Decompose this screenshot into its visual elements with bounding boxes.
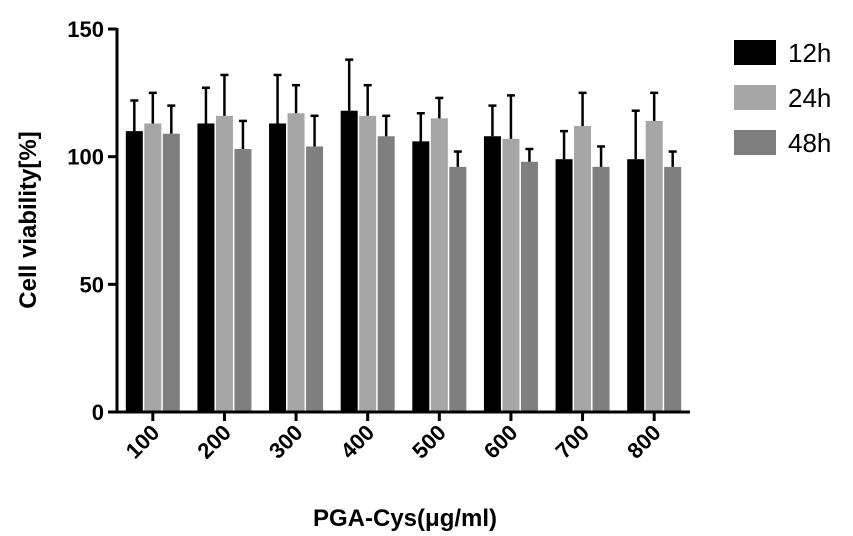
bar-12h-800 — [627, 159, 645, 412]
bar-48h-300 — [306, 146, 324, 412]
x-tick-label-500: 500 — [407, 420, 451, 464]
bar-24h-800 — [645, 120, 663, 413]
bar-48h-100 — [162, 133, 180, 413]
bar-24h-100 — [144, 123, 162, 413]
bar-24h-200 — [215, 115, 233, 413]
bar-48h-400 — [377, 136, 395, 413]
legend: 12h 24h 48h — [734, 38, 831, 158]
bar-24h-300 — [287, 113, 305, 412]
bar-12h-400 — [340, 110, 358, 412]
bar-48h-700 — [592, 166, 610, 412]
y-tick-label-0: 0 — [92, 400, 104, 425]
plot-area: 0 50 100 150 100 200 300 400 500 600 700 800 — [67, 17, 690, 463]
bar-12h-200 — [197, 123, 215, 413]
bar-48h-500 — [449, 166, 467, 412]
legend-swatch-12h — [734, 40, 776, 65]
bar-12h-600 — [483, 136, 501, 413]
bar-24h-600 — [502, 138, 520, 412]
bar-12h-500 — [412, 141, 430, 412]
bar-24h-700 — [574, 126, 592, 412]
x-tick-label-400: 400 — [336, 420, 380, 464]
x-axis-title: PGA-Cys(μg/ml) — [313, 505, 497, 532]
legend-label-12h: 12h — [788, 38, 831, 68]
x-tick-label-600: 600 — [479, 420, 523, 464]
bar-12h-300 — [269, 123, 287, 413]
x-tick-label-200: 200 — [192, 420, 236, 464]
bar-24h-500 — [430, 118, 448, 412]
y-axis-title: Cell viability[%] — [15, 131, 42, 308]
legend-swatch-24h — [734, 85, 776, 110]
bar-48h-800 — [664, 166, 682, 412]
bar-24h-400 — [359, 115, 377, 413]
bar-12h-700 — [555, 159, 573, 412]
x-tick-label-700: 700 — [550, 420, 594, 464]
y-tick-label-150: 150 — [67, 17, 104, 42]
y-tick-label-50: 50 — [80, 272, 104, 297]
bar-48h-200 — [234, 149, 252, 413]
x-tick-label-100: 100 — [121, 420, 165, 464]
legend-swatch-48h — [734, 130, 776, 155]
x-tick-label-800: 800 — [622, 420, 666, 464]
bar-48h-600 — [520, 161, 538, 412]
bar-12h-100 — [125, 131, 143, 412]
legend-label-24h: 24h — [788, 83, 831, 113]
legend-label-48h: 48h — [788, 128, 831, 158]
x-tick-label-300: 300 — [264, 420, 308, 464]
y-tick-label-100: 100 — [67, 145, 104, 170]
